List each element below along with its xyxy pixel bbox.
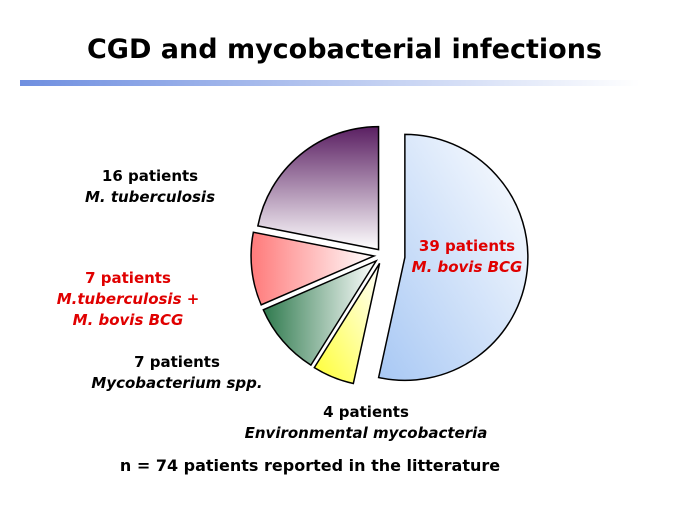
slice-value-label: 7 patients — [134, 353, 220, 371]
pie-slice — [250, 231, 377, 306]
slice-category-label: Environmental mycobacteria — [244, 424, 488, 442]
slice-category-label: M. tuberculosis — [84, 188, 216, 206]
chart-title: CGD and mycobacterial infections — [86, 34, 602, 65]
slice-category-label: M. bovis BCG — [411, 258, 523, 276]
annotation: n = 74 patients reported in the litterat… — [119, 456, 501, 475]
slice-category-label: M.tuberculosis + M. bovis BCG — [56, 290, 200, 329]
pie-slice — [377, 133, 529, 382]
slice-value-label: 7 patients — [85, 269, 171, 287]
slice-category-label: Mycobacterium spp. — [91, 374, 263, 392]
slice-value-label: 4 patients — [323, 403, 409, 421]
slice-value-label: 16 patients — [101, 167, 199, 185]
pie-slice — [262, 259, 379, 367]
title-rule — [20, 80, 640, 86]
slice-value-label: 39 patients — [418, 237, 516, 255]
pie-slice — [313, 262, 381, 385]
pie-slice — [256, 125, 380, 251]
